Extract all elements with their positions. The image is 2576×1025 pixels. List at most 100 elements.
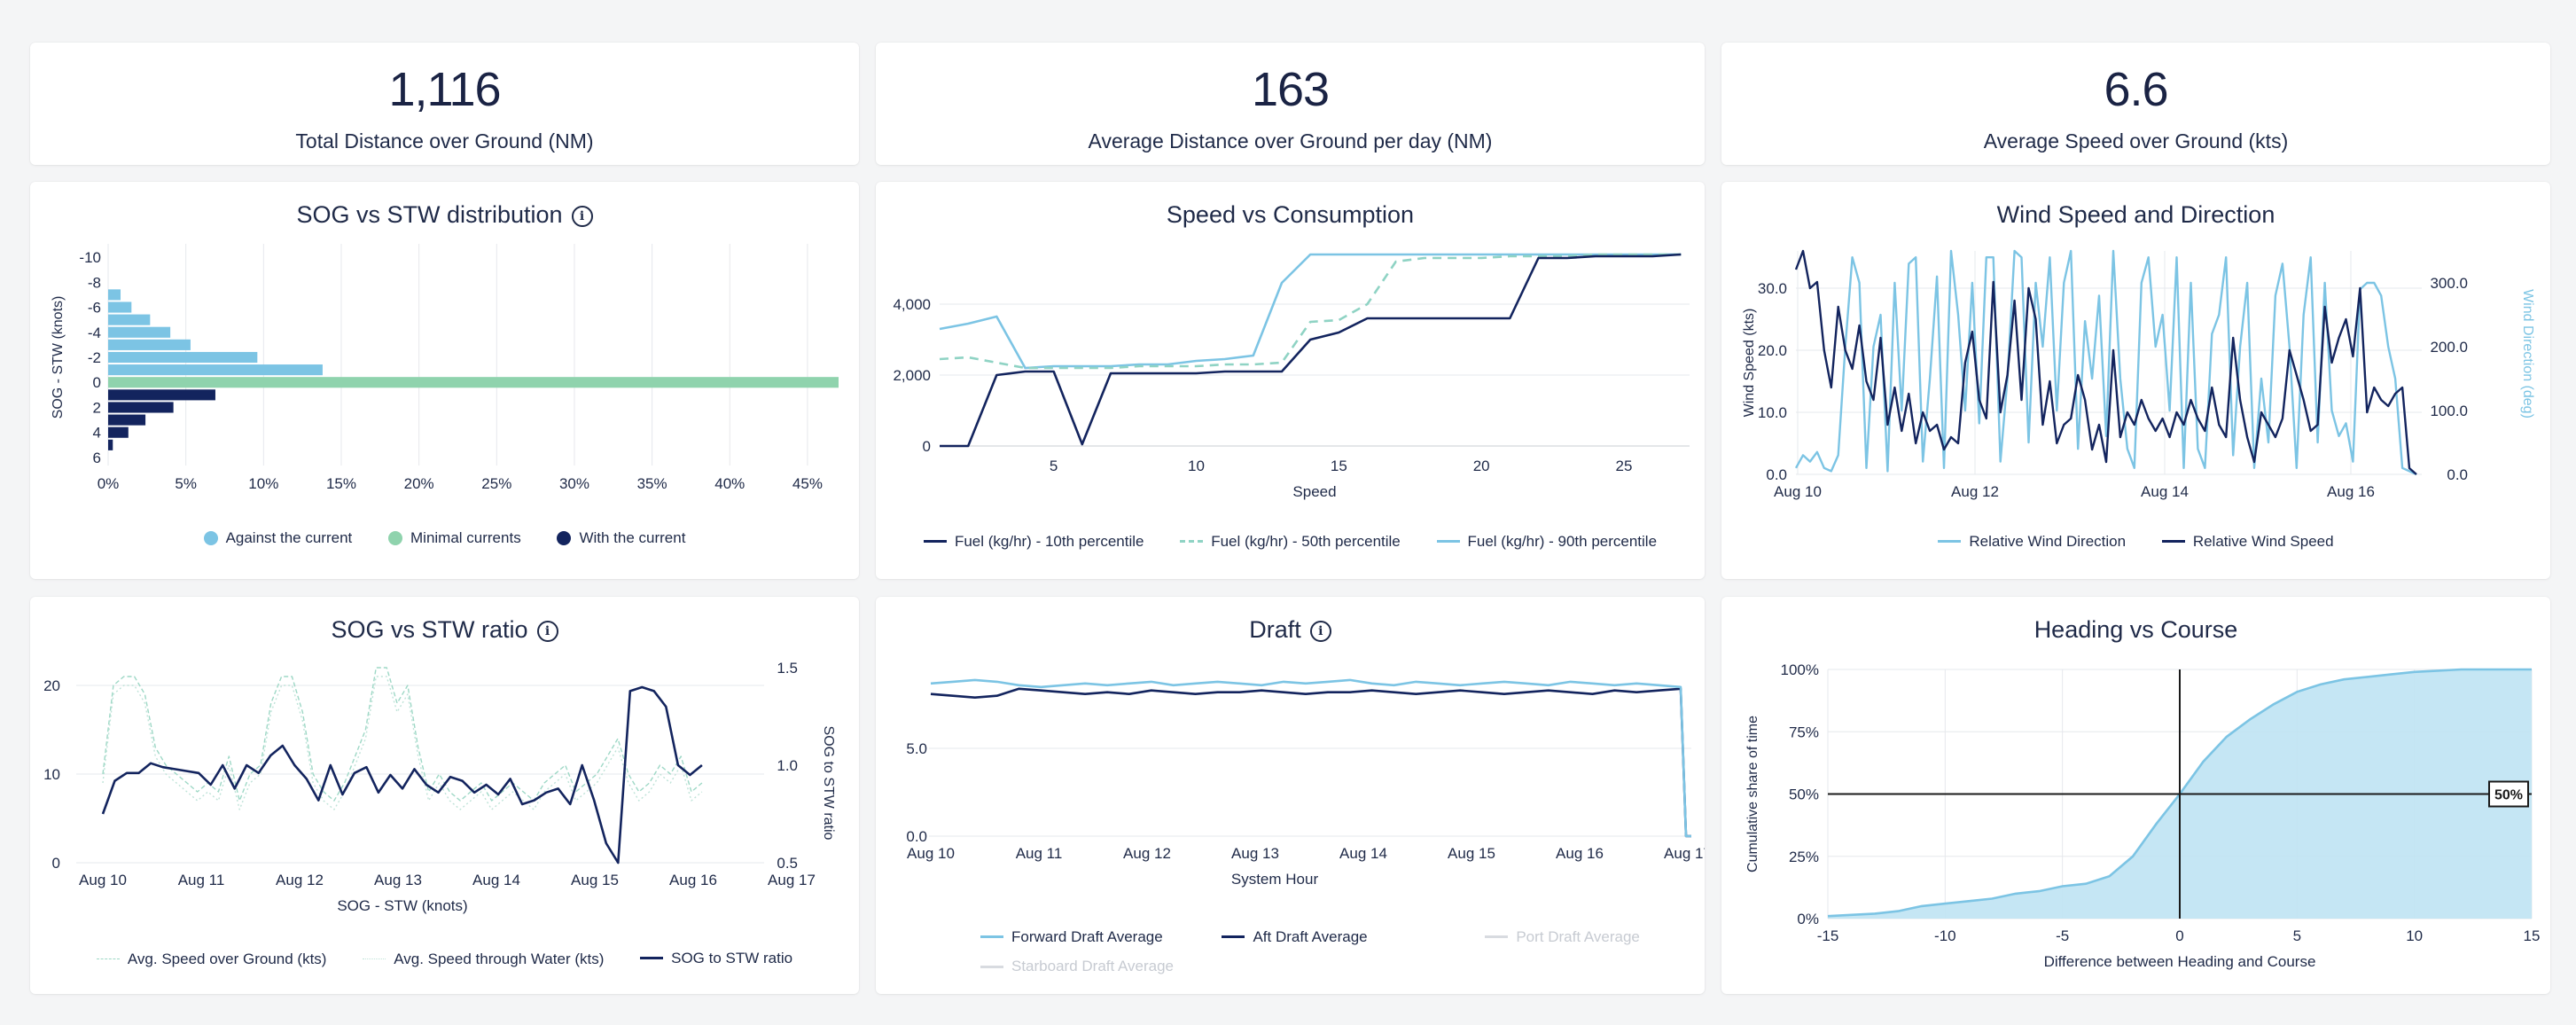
legend-item-against[interactable]: Against the current xyxy=(203,529,353,547)
x-tick-label: Aug 17 xyxy=(1664,845,1705,862)
series-line xyxy=(1794,249,2417,476)
y-tick-label: 75% xyxy=(1789,724,1819,740)
legend-item-avg-stw[interactable]: Avg. Speed through Water (kts) xyxy=(363,951,604,968)
bar xyxy=(108,364,323,376)
x-axis-label: Difference between Heading and Course xyxy=(2044,953,2316,970)
y-tick-label: -10 xyxy=(79,249,101,266)
x-tick-label: Aug 10 xyxy=(1774,483,1822,500)
info-icon[interactable]: i xyxy=(536,620,558,642)
x-tick-label: Aug 14 xyxy=(472,872,520,888)
bar xyxy=(108,326,171,338)
kpi-label: Average Speed over Ground (kts) xyxy=(1983,129,2289,153)
x-axis-label: System Hour xyxy=(1231,871,1319,888)
y-tick-label: 0 xyxy=(93,374,101,391)
bar xyxy=(108,289,121,301)
x-tick-label: 40% xyxy=(714,475,745,492)
y-tick-label: 10 xyxy=(43,766,60,783)
y2-axis-label: SOG to STW ratio xyxy=(821,726,836,841)
y-tick-label: 4 xyxy=(93,425,101,442)
x-tick-label: 15% xyxy=(326,475,356,492)
series-line xyxy=(930,687,1691,838)
legend-item-port-draft[interactable]: Port Draft Average xyxy=(1485,924,1640,951)
kpi-label: Total Distance over Ground (NM) xyxy=(295,129,594,153)
y-tick-label: 20.0 xyxy=(1758,342,1787,359)
legend-swatch xyxy=(1436,540,1460,543)
legend-swatch xyxy=(1222,935,1245,938)
x-tick-label: Aug 16 xyxy=(1556,845,1604,862)
x-tick-label: 10 xyxy=(2406,927,2423,944)
y-tick-label: -6 xyxy=(88,300,101,317)
x-tick-label: Aug 15 xyxy=(571,872,619,888)
legend-swatch xyxy=(980,965,1003,968)
x-tick-label: Aug 14 xyxy=(2141,483,2189,500)
y-tick-label: 20 xyxy=(43,677,60,694)
info-icon[interactable]: i xyxy=(571,205,593,227)
series-line xyxy=(102,667,703,802)
x-tick-label: 25% xyxy=(481,475,511,492)
y-tick-label: 50% xyxy=(1789,786,1819,803)
bar xyxy=(108,402,174,413)
chart-title: Speed vs Consumption xyxy=(1166,201,1415,228)
legend-item-avg-sog[interactable]: Avg. Speed over Ground (kts) xyxy=(96,951,326,968)
x-tick-label: Aug 12 xyxy=(276,872,324,888)
x-tick-label: 0% xyxy=(98,475,120,492)
chart-title: Draft i xyxy=(876,616,1705,644)
card-draft: Draft i 0.0 5.0 Aug 10 Aug 11 Aug 12 Aug 13 Aug… xyxy=(876,597,1705,994)
bar xyxy=(108,301,132,313)
x-tick-label: Aug 13 xyxy=(1231,845,1279,862)
legend-label: Relative Wind Speed xyxy=(2192,532,2334,550)
legend-item-fuel-p90[interactable]: Fuel (kg/hr) - 90th percentile xyxy=(1436,532,1658,551)
bar xyxy=(108,314,151,325)
chart-title: SOG vs STW ratio i xyxy=(30,616,859,644)
legend-item-fuel-p50[interactable]: Fuel (kg/hr) - 50th percentile xyxy=(1180,533,1401,551)
kpi-value: 6.6 xyxy=(2104,63,2168,116)
x-tick-label: 5 xyxy=(1050,458,1058,474)
y-axis-label: Wind Speed (kts) xyxy=(1742,309,1757,418)
legend-swatch xyxy=(363,958,386,959)
chart-title: Wind Speed and Direction xyxy=(1996,201,2275,228)
bar xyxy=(108,351,258,364)
x-tick-label: -5 xyxy=(2056,927,2069,944)
legend-item-forward-draft[interactable]: Forward Draft Average xyxy=(980,924,1163,951)
y-tick-label: -2 xyxy=(88,349,101,366)
y-tick-label: 2,000 xyxy=(893,367,931,384)
bar xyxy=(108,426,129,438)
bar xyxy=(108,439,113,450)
y-tick-label: 30.0 xyxy=(1758,280,1787,297)
legend-label: Relative Wind Direction xyxy=(1969,532,2127,550)
kpi-label: Average Distance over Ground per day (NM… xyxy=(1088,129,1493,153)
legend: Relative Wind Direction Relative Wind Sp… xyxy=(1721,529,2550,551)
legend-item-wind-speed[interactable]: Relative Wind Speed xyxy=(2161,532,2334,551)
x-tick-label: 5 xyxy=(2293,927,2301,944)
x-tick-label: 5% xyxy=(175,475,197,492)
kpi-value: 163 xyxy=(1251,63,1330,116)
card-sog-stw-distribution: SOG vs STW distribution i 0% 5% 10% 15% 20% 25… xyxy=(30,182,859,579)
card-sog-stw-ratio: SOG vs STW ratio i 0 10 20 0.5 1.0 1.5 Aug 10 Au… xyxy=(30,597,859,994)
card-heading-vs-course: Heading vs Course 0% 25% 50% 75% 100% -15 -10 -… xyxy=(1721,597,2550,994)
series-line xyxy=(102,676,703,810)
legend-swatch xyxy=(96,958,120,959)
legend-label: Fuel (kg/hr) - 50th percentile xyxy=(1211,532,1401,550)
legend: Against the current Minimal currents Wit… xyxy=(30,529,859,550)
bar xyxy=(108,389,215,401)
legend-label: Fuel (kg/hr) - 90th percentile xyxy=(1467,532,1658,550)
legend-item-ratio[interactable]: SOG to STW ratio xyxy=(640,950,792,967)
x-tick-label: 15 xyxy=(1331,458,1347,474)
legend-item-wind-direction[interactable]: Relative Wind Direction xyxy=(1938,533,2126,551)
legend-swatch xyxy=(1485,935,1509,938)
legend: Fuel (kg/hr) - 10th percentile Fuel (kg/… xyxy=(876,529,1705,551)
legend-item-aft-draft[interactable]: Aft Draft Average xyxy=(1222,924,1368,951)
legend-item-starboard-draft[interactable]: Starboard Draft Average xyxy=(980,953,1174,980)
series-line xyxy=(101,685,703,865)
legend-item-with[interactable]: With the current xyxy=(557,529,685,547)
legend-item-fuel-p10[interactable]: Fuel (kg/hr) - 10th percentile xyxy=(923,533,1144,551)
info-icon[interactable]: i xyxy=(1309,620,1331,642)
x-tick-label: Aug 12 xyxy=(1951,483,1999,500)
legend-item-minimal[interactable]: Minimal currents xyxy=(388,529,521,547)
x-tick-label: 45% xyxy=(792,475,823,492)
y-axis-label: Cumulative share of time xyxy=(1745,716,1760,872)
legend-label: Starboard Draft Average xyxy=(1011,958,1175,974)
y-tick-label: -4 xyxy=(88,325,101,341)
legend-swatch xyxy=(203,531,218,545)
legend-label: Against the current xyxy=(225,529,353,546)
